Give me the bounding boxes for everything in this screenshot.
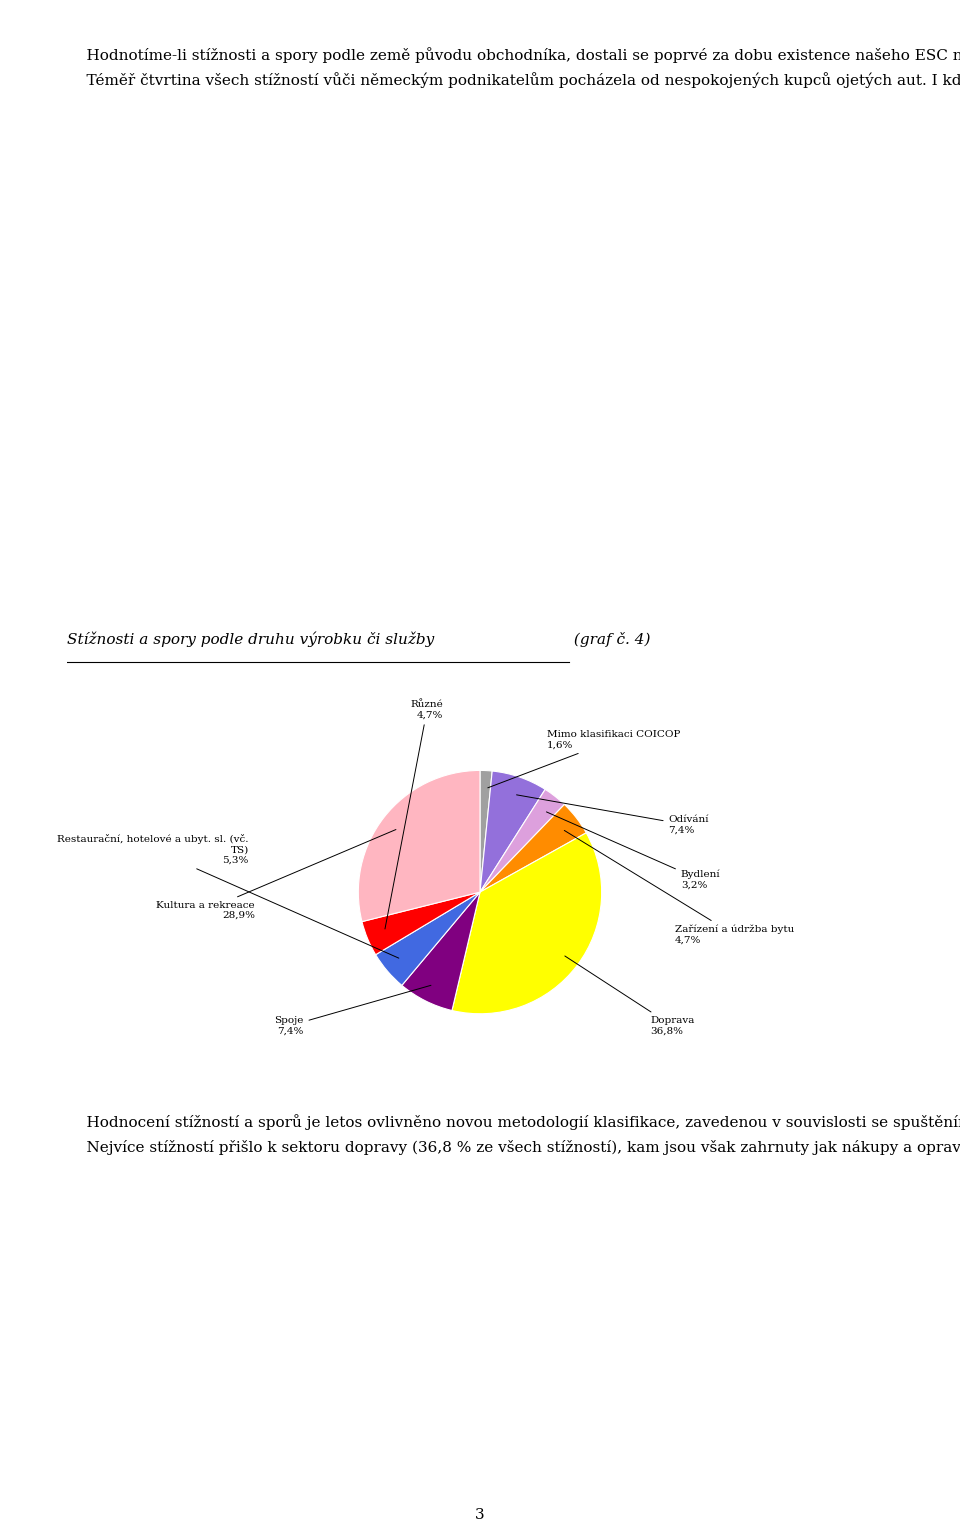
Text: Hodnocení stížností a sporů je letos ovlivněno novou metodologií klasifikace, za: Hodnocení stížností a sporů je letos ovl… (67, 1114, 960, 1154)
Wedge shape (375, 891, 480, 985)
Text: Stížnosti a spory podle druhu výrobku či služby: Stížnosti a spory podle druhu výrobku či… (67, 632, 435, 647)
Text: Hodnotíme-li stížnosti a spory podle země původu obchodníka, dostali se poprvé z: Hodnotíme-li stížnosti a spory podle zem… (67, 46, 960, 88)
Text: Zařízení a údržba bytu
4,7%: Zařízení a údržba bytu 4,7% (564, 830, 794, 945)
Wedge shape (452, 833, 602, 1014)
Wedge shape (362, 891, 480, 954)
Wedge shape (480, 804, 587, 891)
Text: Doprava
36,8%: Doprava 36,8% (564, 956, 695, 1036)
Text: Restaurační, hotelové a ubyt. sl. (vč.
TS)
5,3%: Restaurační, hotelové a ubyt. sl. (vč. T… (58, 835, 398, 958)
Text: Odívání
7,4%: Odívání 7,4% (516, 795, 709, 835)
Text: Různé
4,7%: Různé 4,7% (385, 699, 444, 928)
Text: Kultura a rekreace
28,9%: Kultura a rekreace 28,9% (156, 830, 396, 921)
Text: Bydlení
3,2%: Bydlení 3,2% (546, 812, 720, 890)
Wedge shape (402, 891, 480, 1010)
Text: (graf č. 4): (graf č. 4) (569, 632, 651, 647)
Wedge shape (358, 770, 480, 922)
Text: Spoje
7,4%: Spoje 7,4% (275, 985, 431, 1036)
Text: Mimo klasifikaci COICOP
1,6%: Mimo klasifikaci COICOP 1,6% (488, 730, 681, 788)
Wedge shape (480, 770, 492, 891)
Wedge shape (480, 790, 564, 891)
Wedge shape (480, 772, 545, 891)
Text: 3: 3 (475, 1508, 485, 1523)
